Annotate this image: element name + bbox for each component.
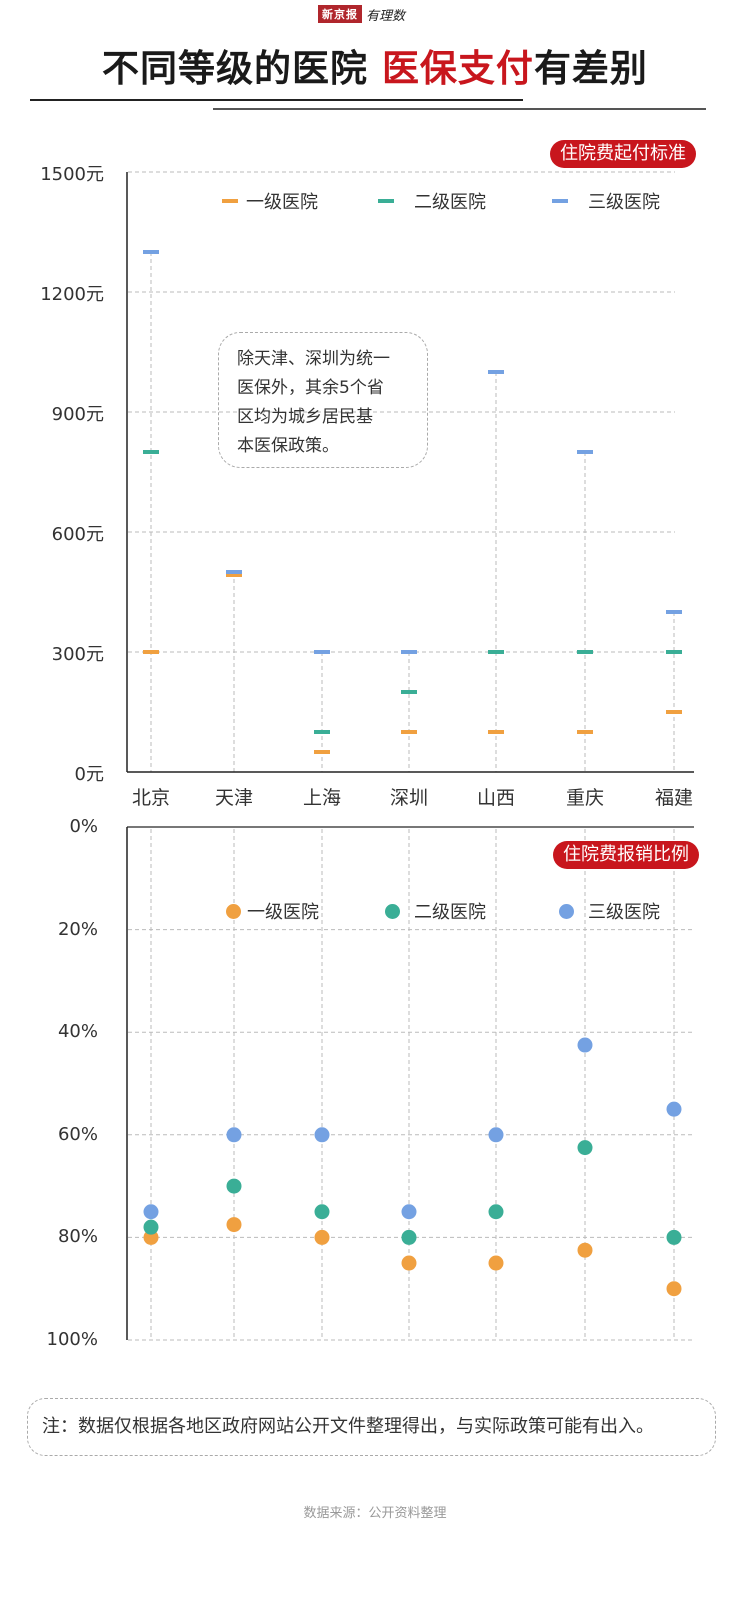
y-tick-label: 100% (46, 1329, 98, 1350)
x-tick-label: 上海 (302, 787, 341, 809)
data-marker (577, 730, 593, 734)
data-marker (488, 1204, 504, 1220)
y-tick-label: 900元 (51, 404, 104, 425)
data-marker (226, 570, 242, 574)
top-chart-badge: 住院费起付标准 (550, 140, 696, 168)
data-marker (226, 1178, 242, 1194)
y-tick-label: 40% (57, 1021, 98, 1043)
data-marker (314, 730, 330, 734)
top-legend-level3: 三级医院 (552, 188, 660, 214)
data-marker (401, 1229, 417, 1245)
data-marker (143, 1204, 159, 1220)
dash-marker-icon (552, 199, 568, 203)
disclaimer-note: 注：数据仅根据各地区政府网站公开文件整理得出，与实际政策可能有出入。 (27, 1398, 716, 1456)
x-tick-label: 北京 (131, 787, 170, 809)
circle-marker-icon (385, 903, 400, 919)
data-marker (577, 1242, 593, 1258)
callout-line: 本医保政策。 (237, 436, 339, 456)
data-marker (314, 1127, 330, 1143)
top-legend-level2: 二级医院 (378, 188, 486, 214)
callout-line: 除天津、深圳为统一 (237, 349, 390, 369)
legend-label: 一级医院 (246, 192, 318, 213)
data-marker (666, 610, 682, 614)
x-tick-label: 天津 (214, 787, 253, 809)
data-marker (143, 1219, 159, 1235)
data-marker (488, 370, 504, 374)
callout-line: 医保外，其余5个省 (237, 378, 384, 398)
chart-callout: 除天津、深圳为统一 医保外，其余5个省 区均为城乡居民基 本医保政策。 (218, 332, 428, 468)
dash-marker-icon (222, 199, 238, 203)
bottom-chart-badge: 住院费报销比例 (553, 841, 699, 869)
y-tick-label: 20% (57, 918, 98, 940)
data-marker (314, 650, 330, 654)
data-marker (401, 1255, 417, 1271)
x-tick-label: 福建 (654, 787, 693, 809)
data-marker (666, 1101, 682, 1117)
y-tick-label: 1200元 (40, 284, 104, 305)
data-marker (577, 1140, 593, 1156)
data-marker (226, 1127, 242, 1143)
data-marker (314, 1204, 330, 1220)
data-marker (401, 690, 417, 694)
y-tick-label: 300元 (51, 644, 104, 665)
data-marker (143, 1229, 159, 1245)
data-marker (666, 1281, 682, 1297)
dash-marker-icon (378, 199, 394, 203)
page-title: 不同等级的医院 医保支付有差别 (0, 38, 750, 92)
data-marker (666, 650, 682, 654)
y-tick-label: 0% (69, 816, 98, 837)
x-tick-label: 重庆 (565, 787, 604, 809)
data-marker (226, 573, 242, 577)
circle-marker-icon (226, 903, 241, 919)
legend-label: 二级医院 (414, 902, 486, 923)
bottom-legend-level2: 二级医院 (385, 898, 486, 924)
legend-label: 一级医院 (247, 902, 319, 923)
y-tick-label: 600元 (51, 524, 104, 545)
legend-label: 二级医院 (414, 192, 486, 213)
brand-name: 新京报 (318, 5, 362, 23)
data-marker (143, 450, 159, 454)
title-highlight: 医保支付 (381, 47, 534, 90)
y-tick-label: 60% (57, 1123, 98, 1145)
callout-line: 区均为城乡居民基 (237, 407, 373, 427)
title-part1: 不同等级的医院 (102, 47, 382, 90)
data-marker (488, 1127, 504, 1143)
top-legend-level1: 一级医院 (222, 188, 318, 214)
data-marker (226, 1217, 242, 1233)
data-marker (577, 450, 593, 454)
data-marker (143, 650, 159, 654)
y-tick-label: 1500元 (40, 164, 104, 185)
bottom-legend-level3: 三级医院 (559, 898, 660, 924)
title-rule-top (30, 99, 523, 101)
brand-sub: 有理数 (366, 8, 406, 24)
data-marker (577, 650, 593, 654)
data-marker (488, 1255, 504, 1271)
data-marker (488, 730, 504, 734)
data-marker (143, 250, 159, 254)
data-marker (401, 650, 417, 654)
title-part2: 有差别 (533, 47, 648, 90)
circle-marker-icon (559, 903, 574, 919)
brand-logo: 新京报 有理数 (318, 5, 406, 24)
data-marker (314, 1229, 330, 1245)
y-tick-label: 80% (57, 1226, 98, 1248)
title-rule-bottom (213, 108, 706, 110)
data-marker (666, 710, 682, 714)
data-source: 数据来源：公开资料整理 (303, 1506, 447, 1521)
legend-label: 三级医院 (588, 192, 660, 213)
data-marker (577, 1037, 593, 1053)
data-marker (401, 1204, 417, 1220)
data-marker (401, 730, 417, 734)
data-marker (488, 650, 504, 654)
bottom-legend-level1: 一级医院 (226, 898, 319, 924)
data-marker (314, 750, 330, 754)
data-marker (666, 1229, 682, 1245)
y-tick-label: 0元 (74, 764, 104, 785)
x-tick-label: 山西 (476, 787, 515, 809)
legend-label: 三级医院 (588, 902, 660, 923)
x-tick-label: 深圳 (389, 787, 428, 809)
